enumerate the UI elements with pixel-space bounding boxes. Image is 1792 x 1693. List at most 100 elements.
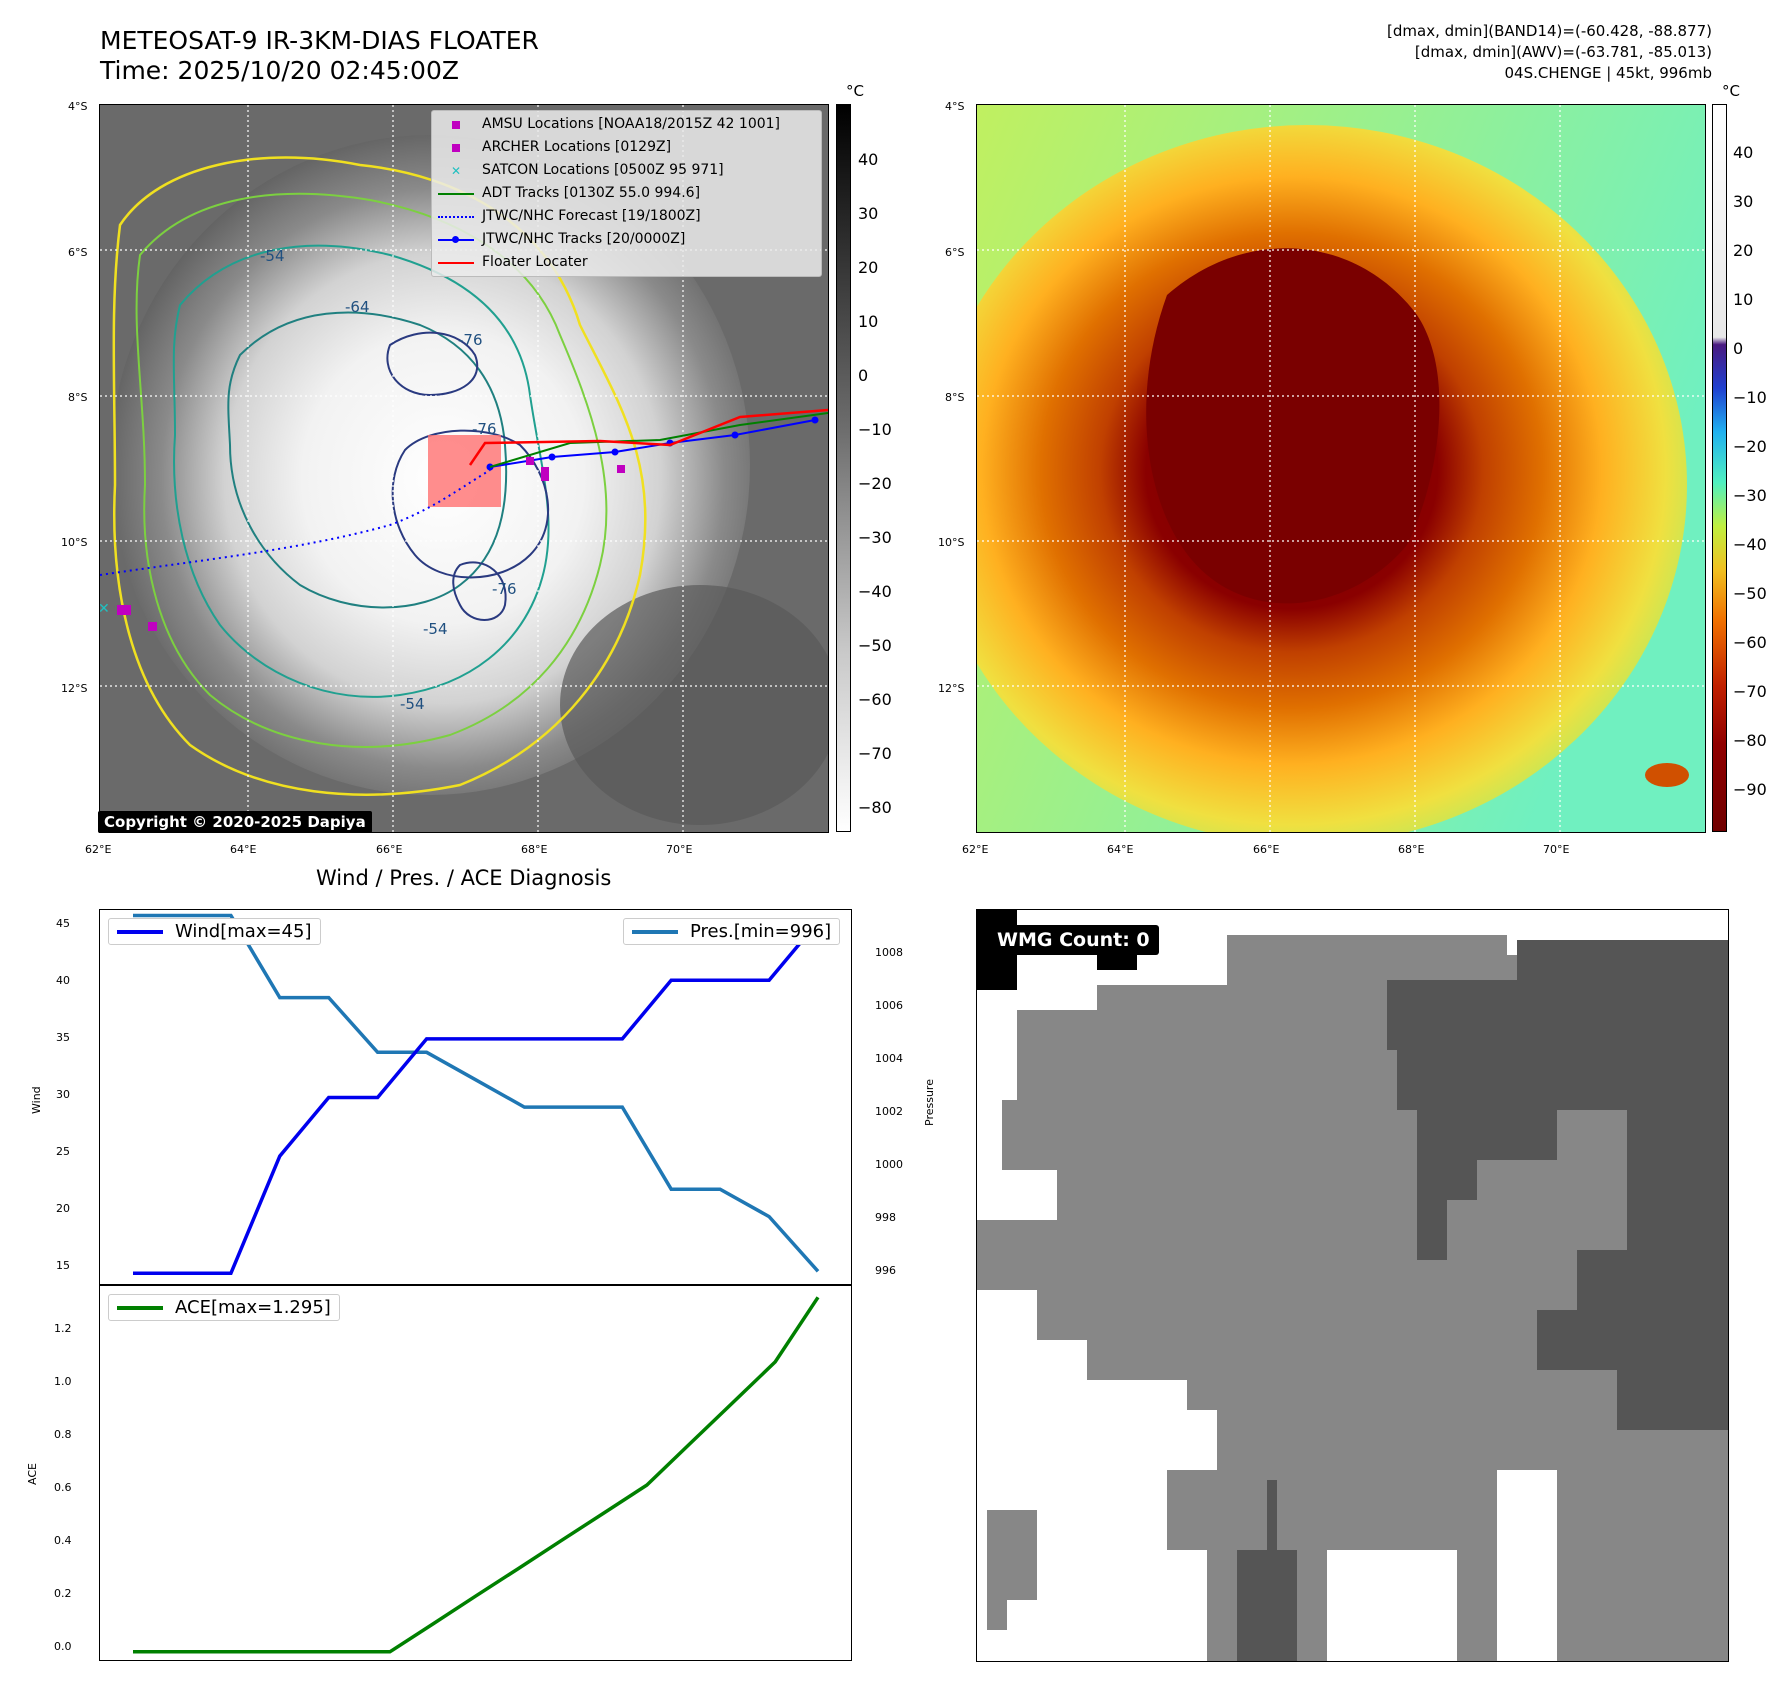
legend-adt: ADT Tracks [0130Z 55.0 994.6]	[438, 182, 815, 205]
color-cb-tick: 10	[1733, 290, 1754, 309]
contour-label-4: -76	[472, 420, 497, 438]
ace-tick: 1.0	[54, 1375, 72, 1388]
copyright-badge: Copyright © 2020-2025 Dapiya	[98, 811, 372, 833]
gray-cb-tick: −10	[858, 420, 892, 439]
gray-cb-tick: 20	[858, 258, 879, 277]
wind-tick: 30	[56, 1088, 70, 1101]
pressure-axis-label: Pressure	[923, 1079, 936, 1126]
color-colorbar-unit: °C	[1722, 82, 1740, 100]
lon-tick: 62°E	[85, 843, 112, 856]
lon-tick: 64°E	[1107, 843, 1134, 856]
ace-legend: ACE[max=1.295]	[108, 1294, 340, 1321]
gray-cb-tick: −30	[858, 528, 892, 547]
storm-info: 04S.CHENGE | 45kt, 996mb	[1504, 64, 1712, 82]
floater-track	[468, 408, 828, 466]
color-cb-tick: −10	[1733, 388, 1767, 407]
legend-amsu: AMSU Locations [NOAA18/2015Z 42 1001]	[438, 113, 815, 136]
lat-tick: 10°S	[61, 536, 88, 549]
lat-tick: 8°S	[945, 391, 965, 404]
band14-range: [dmax, dmin](BAND14)=(-60.428, -88.877)	[1387, 22, 1712, 40]
gray-cb-tick: 40	[858, 150, 879, 169]
pres-tick: 1002	[875, 1105, 903, 1118]
jtwc-track	[489, 419, 816, 468]
lat-tick: 12°S	[61, 682, 88, 695]
pres-tick: 1008	[875, 946, 903, 959]
lat-tick: 4°S	[68, 100, 88, 113]
gray-colorbar	[836, 104, 851, 832]
color-cb-tick: 20	[1733, 241, 1754, 260]
ace-tick: 0.6	[54, 1481, 72, 1494]
lon-tick: 68°E	[1398, 843, 1425, 856]
contour-label-2: -64	[345, 298, 370, 316]
lon-tick: 64°E	[230, 843, 257, 856]
wind-tick: 15	[56, 1259, 70, 1272]
pres-tick: 1006	[875, 999, 903, 1012]
gray-cb-tick: 10	[858, 312, 879, 331]
pres-tick: 1000	[875, 1158, 903, 1171]
contour-label-7: -54	[400, 695, 425, 713]
gray-cb-tick: −20	[858, 474, 892, 493]
color-cb-tick: −20	[1733, 437, 1767, 456]
wind-tick: 35	[56, 1031, 70, 1044]
lon-tick: 62°E	[962, 843, 989, 856]
adt-track	[489, 412, 828, 468]
color-cb-tick: −40	[1733, 535, 1767, 554]
pres-tick: 998	[875, 1211, 896, 1224]
wmg-count-badge: WMG Count: 0	[988, 925, 1159, 955]
gray-colorbar-unit: °C	[846, 82, 864, 100]
wind-tick: 25	[56, 1145, 70, 1158]
ace-axis-label: ACE	[26, 1463, 39, 1485]
color-cb-tick: −80	[1733, 731, 1767, 750]
lon-tick: 70°E	[666, 843, 693, 856]
floater-box	[428, 435, 501, 507]
lat-tick: 8°S	[68, 391, 88, 404]
title-line-1: METEOSAT-9 IR-3KM-DIAS FLOATER	[100, 26, 539, 55]
color-cb-tick: −50	[1733, 584, 1767, 603]
lat-tick: 12°S	[938, 682, 965, 695]
lat-tick: 4°S	[945, 100, 965, 113]
ace-tick: 0.0	[54, 1640, 72, 1653]
gray-cb-tick: −40	[858, 582, 892, 601]
color-cb-tick: −30	[1733, 486, 1767, 505]
lat-tick: 6°S	[945, 246, 965, 259]
lon-tick: 68°E	[521, 843, 548, 856]
contour-label-5: -76	[492, 580, 517, 598]
svg-text:✕: ✕	[100, 601, 110, 617]
gray-cb-tick: 0	[858, 366, 869, 385]
ace-tick: 0.8	[54, 1428, 72, 1441]
ir-color-map	[977, 105, 1705, 832]
pressure-legend: Pres.[min=996]	[623, 918, 841, 945]
gray-cb-tick: 30	[858, 204, 879, 223]
color-colorbar	[1712, 104, 1727, 832]
awv-range: [dmax, dmin](AWV)=(-63.781, -85.013)	[1414, 43, 1712, 61]
ace-tick: 0.4	[54, 1534, 72, 1547]
wind-legend: Wind[max=45]	[108, 918, 321, 945]
pres-tick: 996	[875, 1264, 896, 1277]
wind-tick: 20	[56, 1202, 70, 1215]
ir-color-image	[977, 105, 1705, 832]
pressure-line	[133, 913, 820, 1273]
diagnosis-title: Wind / Pres. / ACE Diagnosis	[316, 866, 612, 890]
wind-tick: 40	[56, 974, 70, 987]
legend-jtwc: JTWC/NHC Tracks [20/0000Z]	[438, 228, 815, 251]
legend-forecast: JTWC/NHC Forecast [19/1800Z]	[438, 205, 815, 228]
figure-title: METEOSAT-9 IR-3KM-DIAS FLOATER Time: 2025…	[100, 26, 539, 86]
color-cb-tick: −60	[1733, 633, 1767, 652]
legend-archer: ARCHER Locations [0129Z]	[438, 136, 815, 159]
ace-tick: 1.2	[54, 1322, 72, 1335]
wind-axis-label: Wind	[30, 1086, 43, 1114]
lon-tick: 66°E	[1253, 843, 1280, 856]
map-legend: AMSU Locations [NOAA18/2015Z 42 1001] AR…	[431, 110, 822, 277]
title-line-2: Time: 2025/10/20 02:45:00Z	[100, 56, 459, 85]
lat-tick: 10°S	[938, 536, 965, 549]
wind-tick: 45	[56, 917, 70, 930]
ace-tick: 0.2	[54, 1587, 72, 1600]
color-cb-tick: 40	[1733, 143, 1754, 162]
pres-tick: 1004	[875, 1052, 903, 1065]
wmg-image	[977, 910, 1728, 1661]
color-map-gridlines	[977, 105, 1705, 832]
legend-floater: Floater Locater	[438, 251, 815, 274]
color-cb-tick: −70	[1733, 682, 1767, 701]
gray-cb-tick: −80	[858, 798, 892, 817]
color-cb-tick: 30	[1733, 192, 1754, 211]
